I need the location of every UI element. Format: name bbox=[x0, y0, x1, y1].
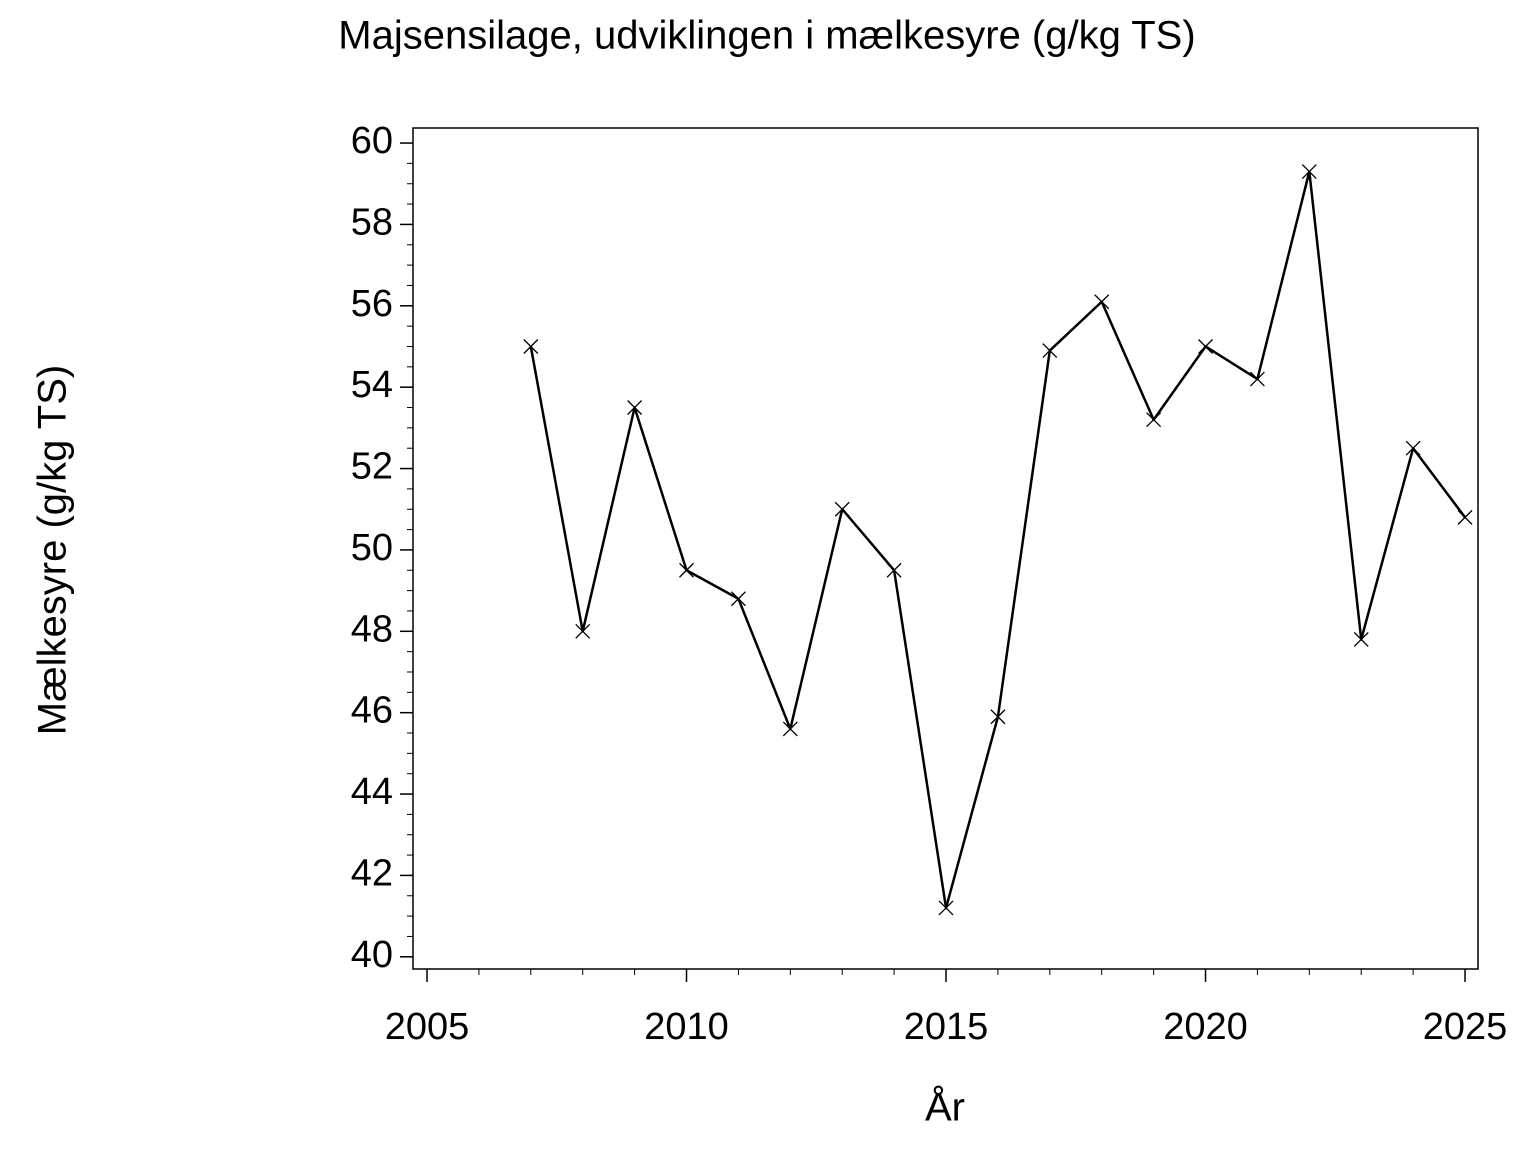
marker bbox=[938, 900, 954, 916]
y-tick-label: 60 bbox=[351, 120, 393, 162]
y-axis-label: Mælkesyre (g/kg TS) bbox=[31, 365, 75, 735]
marker bbox=[679, 562, 694, 578]
y-tick-label: 40 bbox=[351, 934, 393, 976]
marker bbox=[990, 709, 1006, 725]
marker bbox=[886, 562, 902, 578]
x-axis-label: År bbox=[925, 1085, 965, 1130]
x-tick-label: 2020 bbox=[1163, 1006, 1248, 1048]
x-tick-label: 2025 bbox=[1423, 1006, 1508, 1048]
x-tick-label: 2015 bbox=[904, 1006, 989, 1048]
y-tick-label: 56 bbox=[351, 283, 393, 325]
y-tick-label: 52 bbox=[351, 446, 393, 488]
chart-title: Majsensilage, udviklingen i mælkesyre (g… bbox=[338, 14, 1195, 58]
marker bbox=[627, 400, 643, 415]
y-tick-label: 48 bbox=[351, 608, 393, 650]
y-tick-label: 46 bbox=[351, 690, 393, 732]
y-tick-label: 50 bbox=[351, 527, 393, 569]
marker bbox=[1146, 412, 1162, 428]
y-tick-label: 44 bbox=[351, 771, 393, 813]
marker bbox=[1405, 440, 1421, 456]
y-tick-label: 58 bbox=[351, 201, 393, 243]
marker bbox=[523, 339, 539, 354]
marker bbox=[1249, 371, 1265, 387]
y-tick-label: 54 bbox=[351, 364, 393, 406]
marker bbox=[575, 623, 591, 639]
marker bbox=[730, 591, 746, 607]
x-tick-label: 2010 bbox=[644, 1006, 729, 1048]
marker bbox=[1353, 631, 1369, 647]
marker bbox=[1301, 164, 1317, 179]
marker bbox=[1042, 343, 1058, 359]
marker bbox=[834, 501, 850, 517]
marker bbox=[1457, 509, 1473, 525]
marker bbox=[782, 721, 798, 737]
line-series bbox=[529, 170, 1467, 910]
marker bbox=[1198, 339, 1213, 354]
marker bbox=[1094, 294, 1110, 310]
y-tick-label: 42 bbox=[351, 852, 393, 894]
x-tick-label: 2005 bbox=[385, 1006, 470, 1048]
